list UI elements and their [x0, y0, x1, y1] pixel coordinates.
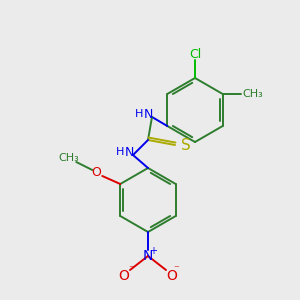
- Text: H: H: [135, 109, 143, 119]
- Text: ⁻: ⁻: [173, 264, 179, 274]
- Text: CH₃: CH₃: [242, 89, 263, 99]
- Text: Cl: Cl: [189, 47, 201, 61]
- Text: S: S: [181, 137, 191, 152]
- Text: O: O: [91, 166, 101, 178]
- Text: O: O: [118, 269, 129, 283]
- Text: CH₃: CH₃: [58, 153, 79, 163]
- Text: ⁻: ⁻: [128, 264, 134, 274]
- Text: N: N: [143, 109, 153, 122]
- Text: N: N: [143, 249, 153, 263]
- Text: H: H: [116, 147, 124, 157]
- Text: +: +: [149, 246, 157, 256]
- Text: O: O: [167, 269, 177, 283]
- Text: N: N: [124, 146, 134, 160]
